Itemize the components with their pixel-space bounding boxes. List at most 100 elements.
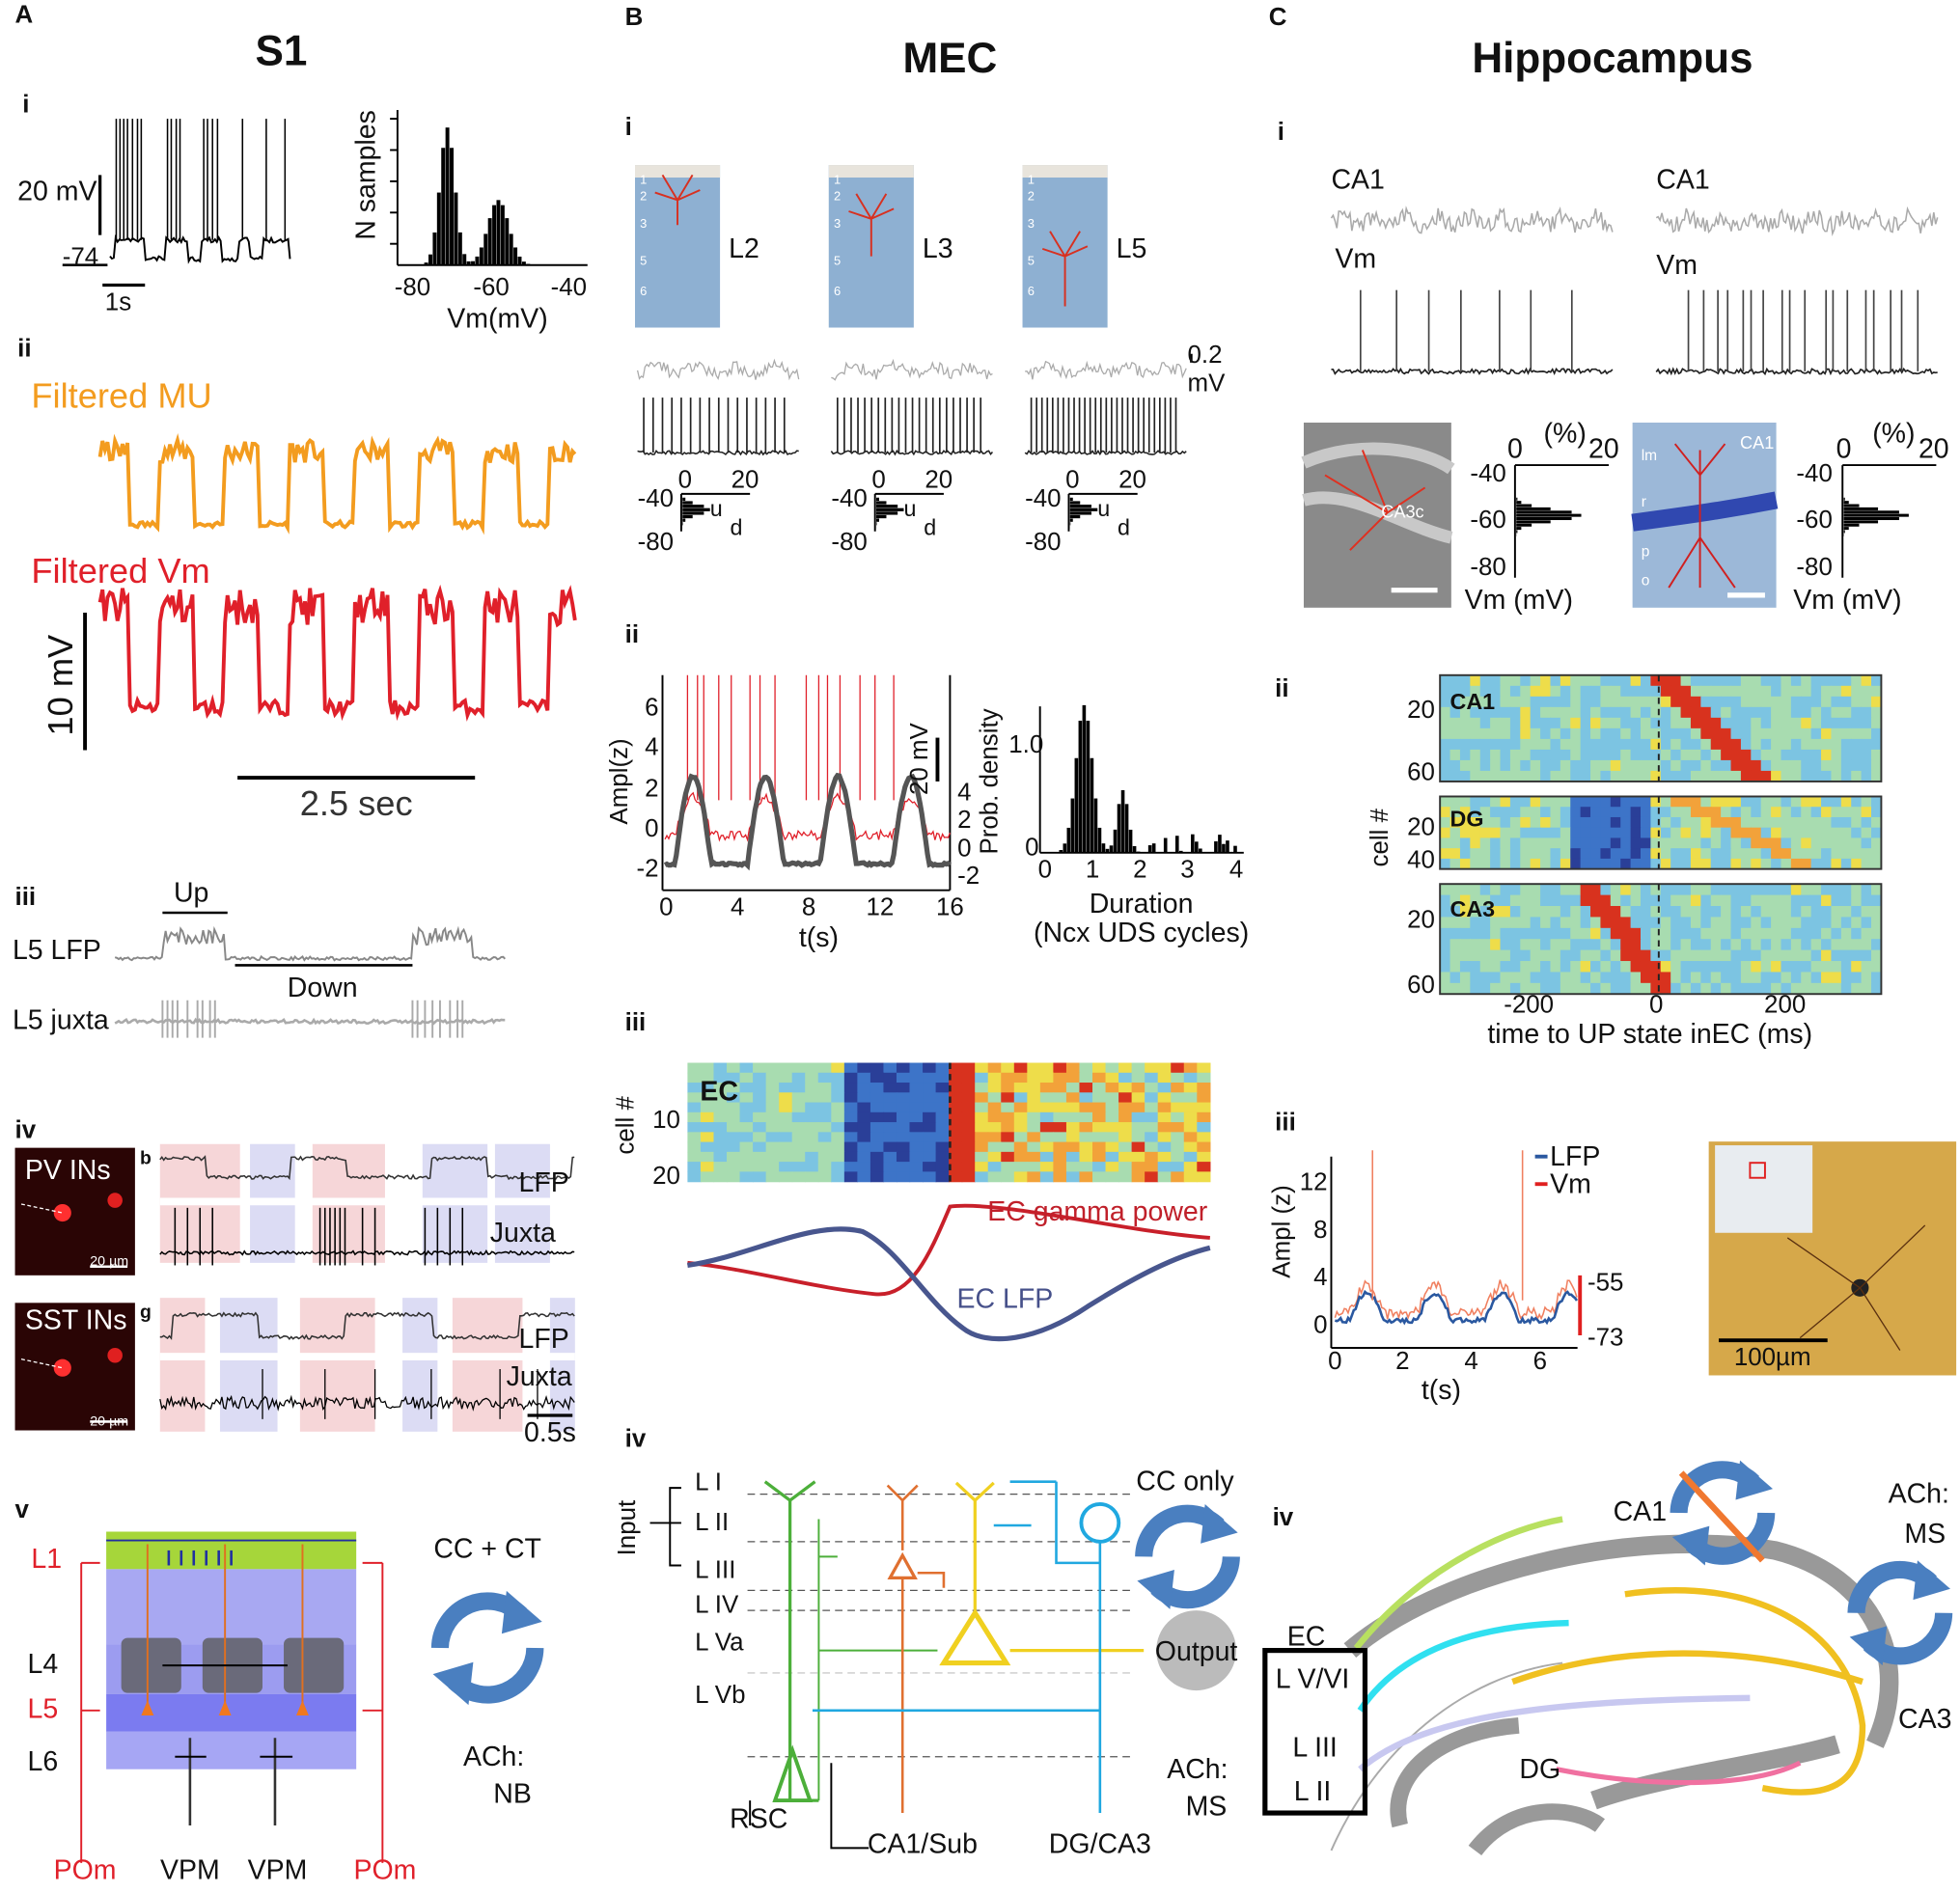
heatmap-cell: [1821, 759, 1833, 772]
heatmap-cell: [1145, 1062, 1159, 1074]
heatmap-cell: [1730, 749, 1742, 761]
heatmap-cell: [1670, 949, 1682, 962]
heatmap-cell: [1560, 738, 1571, 751]
hist-bar: [1516, 520, 1551, 524]
micrograph: [14, 1147, 135, 1276]
hist-bar: [1069, 511, 1091, 515]
heatmap-cell: [817, 1162, 832, 1173]
heatmap-cell: [1871, 894, 1883, 907]
hist-bar: [1843, 513, 1909, 517]
heatmap-cell: [1740, 972, 1752, 984]
heatmap-cell: [1851, 939, 1863, 951]
heatmap-cell: [961, 1122, 976, 1133]
heatmap-cell: [949, 1141, 963, 1153]
heatmap-cell: [713, 1083, 728, 1093]
heatmap-cell: [1157, 1122, 1172, 1133]
heatmap-cell: [1560, 796, 1571, 808]
heatmap-cell: [1065, 1141, 1081, 1153]
heatmap-cell: [1781, 837, 1792, 849]
heatmap-cell: [831, 1083, 845, 1093]
label: time to UP state inEC (ms): [1487, 1019, 1812, 1050]
heatmap-cell: [923, 1083, 937, 1093]
trace: [636, 358, 800, 381]
heatmap-cell: [805, 1111, 819, 1123]
heatmap-cell: [1470, 972, 1481, 984]
heatmap-cell: [1680, 685, 1692, 698]
heatmap-cell: [1610, 696, 1621, 708]
heatmap-cell: [1700, 827, 1712, 839]
heatmap-cell: [1690, 749, 1701, 761]
heatmap-cell: [1851, 827, 1863, 839]
heatmap-cell: [1459, 674, 1471, 687]
heatmap-cell: [1520, 759, 1532, 772]
heatmap-cell: [1801, 917, 1812, 929]
heatmap-cell: [1680, 706, 1692, 719]
heatmap-cell: [1580, 685, 1591, 698]
heatmap-cell: [1440, 858, 1451, 870]
label: mV: [1188, 370, 1227, 398]
heatmap-cell: [1831, 807, 1842, 818]
heatmap-cell: [1065, 1102, 1081, 1113]
heatmap-cell: [791, 1122, 806, 1133]
heatmap-cell: [1509, 949, 1521, 962]
heatmap-cell: [1131, 1072, 1146, 1084]
heatmap-cell: [1027, 1162, 1041, 1173]
heatmap-cell: [1851, 949, 1863, 962]
heatmap-cell: [1771, 807, 1782, 818]
heatmap-cell: [1118, 1102, 1133, 1113]
hist-bar: [509, 233, 513, 265]
heatmap-cell: [1861, 949, 1872, 962]
heatmap-cell: [1801, 982, 1812, 995]
heatmap-cell: [1721, 685, 1732, 698]
heatmap-cell: [1690, 837, 1701, 849]
heatmap-cell: [1509, 816, 1521, 829]
heatmap-cell: [1580, 674, 1591, 687]
heatmap-cell: [1479, 906, 1491, 919]
heatmap-cell: [975, 1171, 989, 1183]
heatmap-cell: [1740, 927, 1752, 940]
line-art: [20, 1358, 63, 1369]
heatmap-cell: [1600, 759, 1612, 772]
heatmap-cell: [1670, 717, 1682, 729]
heatmap-cell: [1861, 884, 1872, 896]
heatmap-cell: [1660, 884, 1671, 896]
heatmap-cell: [1440, 961, 1451, 974]
label: L V/VI: [1276, 1663, 1350, 1694]
heatmap-cell: [1530, 727, 1541, 740]
heatmap-cell: [1470, 749, 1481, 761]
hist-bar: [1059, 850, 1063, 853]
heatmap-cell: [791, 1111, 806, 1123]
heatmap-cell: [1620, 949, 1632, 962]
heatmap-cell: [1540, 927, 1552, 940]
heatmap-cell: [1871, 848, 1883, 860]
heatmap-cell: [1670, 706, 1682, 719]
state-shade: [299, 1298, 375, 1432]
heatmap-cell: [1771, 848, 1782, 860]
heatmap-cell: [1700, 727, 1712, 740]
heatmap-cell: [1550, 717, 1561, 729]
heatmap-cell: [1851, 796, 1863, 808]
heatmap-cell: [1509, 982, 1521, 995]
heatmap-cell: [1710, 796, 1722, 808]
heatmap-cell: [961, 1132, 976, 1143]
heatmap-cell: [1620, 796, 1632, 808]
heatmap-cell: [1092, 1072, 1107, 1084]
heatmap-cell: [727, 1162, 741, 1173]
heatmap-cell: [1530, 749, 1541, 761]
heatmap-cell: [1730, 796, 1742, 808]
heatmap-cell: [1105, 1171, 1119, 1183]
heatmap-cell: [1500, 807, 1511, 818]
heatmap-cell: [896, 1111, 911, 1123]
heatmap-cell: [1092, 1092, 1107, 1104]
label: g: [140, 1302, 152, 1323]
heatmap-cell: [1851, 848, 1863, 860]
hist-bar: [1109, 845, 1114, 853]
heatmap-cell: [1740, 717, 1752, 729]
label: Duration: [1090, 889, 1194, 919]
hist-bar: [1069, 508, 1098, 511]
heatmap-cell: [1840, 961, 1852, 974]
heatmap-cell: [1500, 685, 1511, 698]
heatmap-cell: [831, 1062, 845, 1074]
gap: [159, 1197, 575, 1206]
heatmap-cell: [1550, 706, 1561, 719]
